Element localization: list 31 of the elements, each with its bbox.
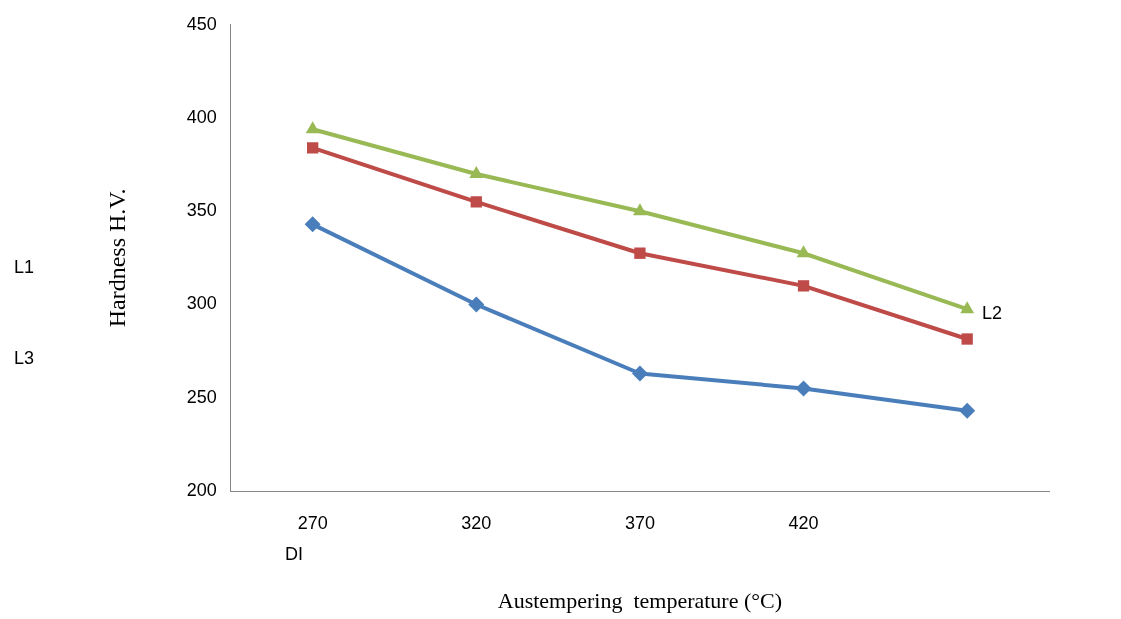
point — [634, 247, 646, 259]
y-tick-label: 250 — [186, 386, 217, 407]
point — [304, 216, 321, 233]
point — [961, 333, 973, 345]
text: L1 — [14, 256, 35, 277]
x-tick-label: 370 — [624, 512, 655, 533]
x-tick-label: 270 — [297, 512, 328, 533]
x-tick-label: 320 — [461, 512, 492, 533]
point — [468, 296, 485, 313]
point — [797, 280, 810, 292]
point — [795, 380, 812, 397]
point — [796, 245, 811, 258]
point — [305, 121, 320, 134]
point — [631, 365, 648, 382]
point — [470, 196, 482, 208]
text: L3 — [14, 347, 35, 368]
point — [306, 142, 319, 154]
y-tick-label: 400 — [186, 107, 217, 128]
y-tick-label: 300 — [186, 293, 217, 314]
text: DI — [285, 543, 303, 564]
y-tick-label: 450 — [186, 13, 217, 34]
y-tick-label: 200 — [186, 479, 217, 500]
y-tick-label: 350 — [186, 200, 217, 221]
y-axis-title: Hardness H.V. — [103, 188, 130, 328]
annotation: L2 — [982, 302, 1003, 323]
point — [632, 203, 647, 216]
point — [960, 301, 975, 314]
x-axis-title: Austempering temperature (°C) — [497, 587, 783, 613]
point — [959, 402, 976, 419]
point — [469, 165, 484, 178]
x-tick-label: 420 — [788, 512, 819, 533]
